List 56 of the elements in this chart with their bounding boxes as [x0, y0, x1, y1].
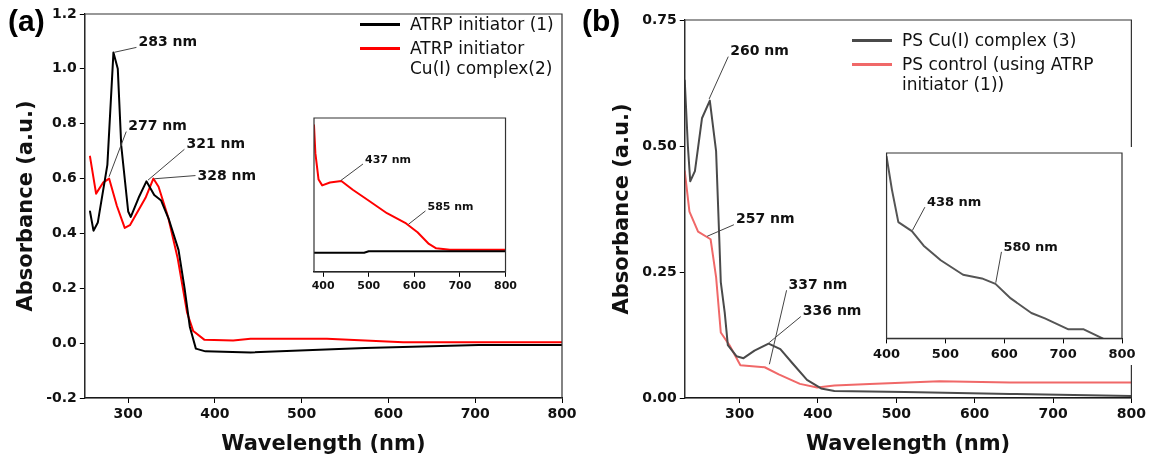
x-tick-label: 600 [960, 405, 990, 422]
legend-label: ATRP initiator Cu(I) complex(2) [410, 38, 554, 78]
y-tick-label: 0.8 [52, 114, 77, 131]
x-tick-label: 500 [931, 345, 959, 361]
x-tick-label: 500 [287, 405, 317, 422]
x-tick-label: 700 [1038, 405, 1068, 422]
x-tick-label: 700 [460, 405, 491, 422]
x-tick-label: 300 [724, 405, 755, 422]
annotation: 257 nm [735, 210, 795, 227]
y-tick-label: 0.75 [642, 10, 677, 27]
legend-label: ATRP initiator (1) [410, 14, 554, 34]
x-tick-label: 600 [990, 345, 1018, 361]
x-tick-label: 500 [881, 405, 912, 422]
annotation: 260 nm [730, 42, 789, 59]
y-tick-label: 0.00 [642, 388, 677, 405]
y-axis-title: Absorbance (a.u.) [13, 100, 38, 312]
y-axis-title: Absorbance (a.u.) [609, 103, 634, 315]
annotation: 437 nm [364, 153, 412, 167]
x-tick-label: 300 [113, 405, 144, 422]
x-tick-label: 800 [547, 405, 577, 422]
legend-label: PS Cu(I) complex (3) [902, 30, 1077, 50]
y-tick-label: -0.2 [46, 388, 77, 405]
annotation: 585 nm [427, 200, 474, 214]
annotation: 336 nm [802, 302, 862, 319]
x-tick-label: 400 [200, 405, 230, 422]
y-tick-label: 0.2 [52, 278, 77, 295]
chart-title: (b) [582, 4, 621, 38]
x-tick-label: 800 [494, 279, 518, 293]
chart-title: (a) [8, 4, 45, 38]
x-tick-label: 600 [402, 279, 427, 293]
annotation: 277 nm [128, 117, 187, 134]
y-tick-label: 0.6 [52, 169, 77, 186]
annotation: 328 nm [197, 167, 257, 184]
annotation: 580 nm [1003, 238, 1058, 254]
y-tick-label: 0.50 [642, 136, 677, 153]
annotation: 321 nm [186, 134, 246, 151]
x-tick-label: 800 [1108, 345, 1136, 361]
x-tick-label: 400 [311, 279, 335, 293]
y-tick-label: 1.0 [52, 59, 78, 76]
x-tick-label: 800 [1116, 405, 1147, 422]
x-axis-title: Wavelength (nm) [805, 430, 1011, 455]
annotation: 337 nm [788, 275, 848, 292]
y-tick-label: 0.0 [52, 333, 78, 350]
legend-label: PS control (using ATRP initiator (1)) [902, 54, 1095, 94]
x-axis-title: Wavelength (nm) [221, 430, 426, 455]
x-tick-label: 700 [1049, 345, 1077, 361]
y-tick-label: 0.25 [642, 262, 677, 279]
x-tick-label: 500 [357, 279, 381, 293]
y-tick-label: 1.2 [52, 4, 77, 21]
annotation: 438 nm [926, 194, 982, 210]
x-tick-label: 700 [448, 279, 472, 293]
annotation: 283 nm [138, 33, 198, 50]
x-tick-label: 600 [373, 405, 404, 422]
x-tick-label: 400 [873, 345, 901, 361]
x-tick-label: 400 [803, 405, 833, 422]
y-tick-label: 0.4 [52, 224, 78, 241]
